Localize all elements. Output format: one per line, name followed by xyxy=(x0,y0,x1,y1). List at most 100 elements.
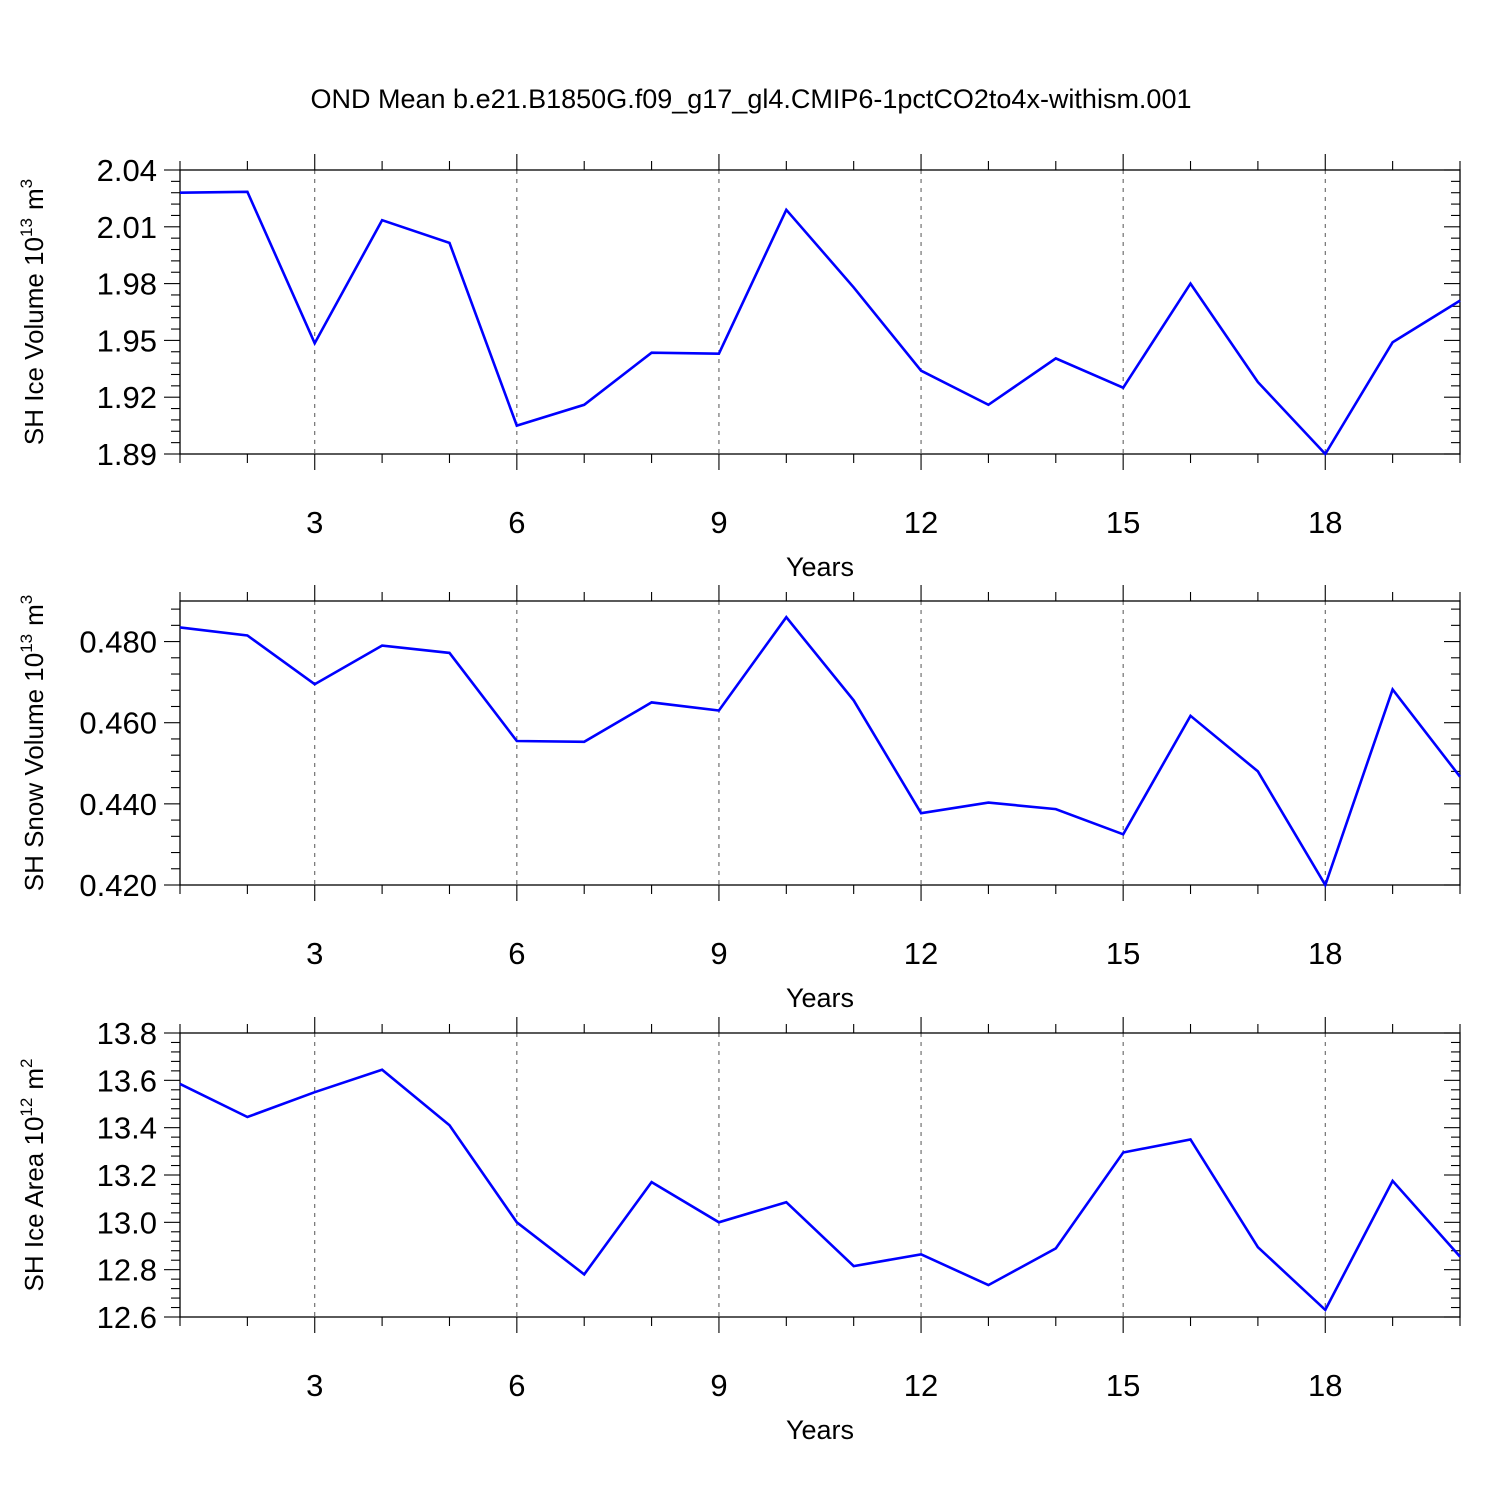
y-tick-label: 0.460 xyxy=(79,706,157,741)
data-point xyxy=(515,739,519,743)
plot-frame xyxy=(179,600,1461,886)
x-tick-label: 9 xyxy=(710,505,727,540)
x-tick-label: 3 xyxy=(306,936,323,971)
data-point xyxy=(1121,1151,1125,1155)
y-tick-label: 1.98 xyxy=(97,267,157,302)
x-tick-label: 9 xyxy=(710,936,727,971)
y-tick-label: 13.6 xyxy=(97,1063,157,1098)
x-tick-label: 12 xyxy=(904,1368,938,1403)
data-point xyxy=(313,1090,317,1094)
figure-title: OND Mean b.e21.B1850G.f09_g17_gl4.CMIP6-… xyxy=(311,84,1192,114)
data-point xyxy=(1256,1245,1260,1249)
y-axis-label: SH Snow Volume 1013m3 xyxy=(17,595,49,892)
data-point xyxy=(986,801,990,805)
y-tick-label: 1.89 xyxy=(97,437,157,472)
y-tick-label: 12.6 xyxy=(97,1300,157,1335)
y-axis-label: SH Ice Area 1012m2 xyxy=(17,1059,49,1292)
x-tick-label: 6 xyxy=(508,1368,525,1403)
x-tick-label: 9 xyxy=(710,1368,727,1403)
data-point xyxy=(650,1180,654,1184)
y-tick-label: 13.8 xyxy=(97,1016,157,1051)
y-tick-label: 1.95 xyxy=(97,323,157,358)
series-line xyxy=(179,1068,1461,1313)
y-tick-label: 13.0 xyxy=(97,1205,157,1240)
y-tick-label: 13.2 xyxy=(97,1158,157,1193)
data-point xyxy=(447,1123,451,1127)
data-point xyxy=(919,1252,923,1256)
y-tick-label: 13.4 xyxy=(97,1111,157,1146)
x-axis-label: Years xyxy=(786,1415,854,1445)
y-tick-label: 0.480 xyxy=(79,625,157,660)
data-point xyxy=(1054,1246,1058,1250)
x-tick-label: 15 xyxy=(1106,1368,1140,1403)
data-point xyxy=(313,341,317,345)
data-point xyxy=(582,740,586,744)
data-point xyxy=(245,633,249,637)
data-point xyxy=(784,615,788,619)
data-point xyxy=(1054,356,1058,360)
data-point xyxy=(1256,380,1260,384)
data-point xyxy=(852,698,856,702)
y-tick-label: 2.01 xyxy=(97,210,157,245)
data-point xyxy=(313,682,317,686)
data-point xyxy=(1256,769,1260,773)
data-point xyxy=(515,424,519,428)
data-point xyxy=(380,644,384,648)
data-point xyxy=(717,709,721,713)
data-point xyxy=(1121,386,1125,390)
x-tick-label: 18 xyxy=(1308,505,1342,540)
x-tick-label: 15 xyxy=(1106,936,1140,971)
data-point xyxy=(380,218,384,222)
data-point xyxy=(852,1264,856,1268)
data-point xyxy=(380,1068,384,1072)
data-point xyxy=(1189,1138,1193,1142)
data-point xyxy=(1458,775,1462,779)
x-axis-label: Years xyxy=(786,983,854,1013)
x-tick-label: 6 xyxy=(508,936,525,971)
data-point xyxy=(784,1200,788,1204)
data-point xyxy=(1391,687,1395,691)
data-point xyxy=(650,351,654,355)
data-point xyxy=(582,403,586,407)
series-line xyxy=(179,190,1461,457)
plot-frame xyxy=(179,169,1461,455)
data-point xyxy=(1054,807,1058,811)
x-tick-label: 12 xyxy=(904,505,938,540)
data-point xyxy=(986,1283,990,1287)
x-tick-label: 6 xyxy=(508,505,525,540)
x-tick-label: 15 xyxy=(1106,505,1140,540)
data-point xyxy=(852,285,856,289)
x-tick-label: 18 xyxy=(1308,936,1342,971)
chart-panel-2: 0.420 0.440 0.460 0.480 3 6 9 12 15 18 Years SH Sno… xyxy=(17,585,1462,1013)
data-point xyxy=(245,190,249,194)
x-tick-label: 12 xyxy=(904,936,938,971)
data-point xyxy=(1458,1255,1462,1259)
data-point xyxy=(717,352,721,356)
data-point xyxy=(178,191,182,195)
x-tick-label: 18 xyxy=(1308,1368,1342,1403)
y-tick-label: 0.420 xyxy=(79,868,157,903)
data-point xyxy=(178,625,182,629)
x-axis-label: Years xyxy=(786,552,854,582)
chart-panels: 1.89 1.92 1.95 1.98 2.01 2.04 3 6 9 12 15 18 Years SH… xyxy=(17,153,1462,1445)
data-point xyxy=(1323,883,1327,887)
data-point xyxy=(650,700,654,704)
data-point xyxy=(717,1220,721,1224)
x-tick-label: 3 xyxy=(306,1368,323,1403)
data-point xyxy=(1121,832,1125,836)
data-point xyxy=(245,1115,249,1119)
y-tick-label: 2.04 xyxy=(97,153,157,188)
data-point xyxy=(1323,452,1327,456)
data-point xyxy=(447,651,451,655)
y-tick-label: 12.8 xyxy=(97,1253,157,1288)
y-tick-label: 0.440 xyxy=(79,787,157,822)
data-point xyxy=(1189,714,1193,718)
data-point xyxy=(986,403,990,407)
data-point xyxy=(1323,1308,1327,1312)
x-tick-label: 3 xyxy=(306,505,323,540)
chart-panel-3: 12.6 12.8 13.0 13.2 13.4 13.6 13.8 3 6 9 12 15 18 Yea… xyxy=(17,1016,1462,1445)
y-tick-label: 1.92 xyxy=(97,380,157,415)
data-point xyxy=(582,1272,586,1276)
